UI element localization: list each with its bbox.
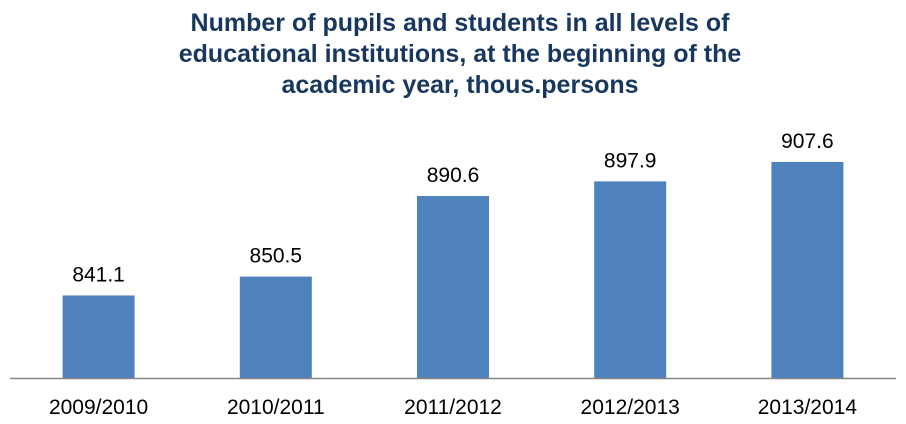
chart-title: Number of pupils and students in all lev… (100, 8, 820, 101)
data-label-2010-2011: 850.5 (250, 245, 303, 268)
data-label-2009-2010: 841.1 (72, 263, 125, 286)
chart-title-line-1: Number of pupils and students in all lev… (190, 9, 730, 37)
bar-2013-2014 (771, 161, 844, 378)
bar-2011-2012 (417, 196, 489, 378)
bar-2012-2013 (594, 181, 667, 378)
x-tick-label-2013-2014: 2013/2014 (758, 396, 858, 419)
bar-2009-2010 (62, 295, 135, 378)
chart-title-line-2: educational institutions, at the beginni… (178, 40, 742, 68)
x-tick-label-2011-2012: 2011/2012 (404, 396, 502, 419)
x-tick-label-2012-2013: 2012/2013 (581, 396, 680, 419)
data-label-2013-2014: 907.6 (781, 130, 834, 153)
x-tick-label-2009-2010: 2009/2010 (49, 396, 148, 419)
x-tick-label-2010-2011: 2010/2011 (227, 396, 325, 419)
chart-title-line-3: academic year, thous.persons (281, 71, 639, 99)
data-label-2012-2013: 897.9 (604, 149, 657, 172)
bar-2010-2011 (239, 276, 312, 378)
data-label-2011-2012: 890.6 (427, 164, 480, 187)
